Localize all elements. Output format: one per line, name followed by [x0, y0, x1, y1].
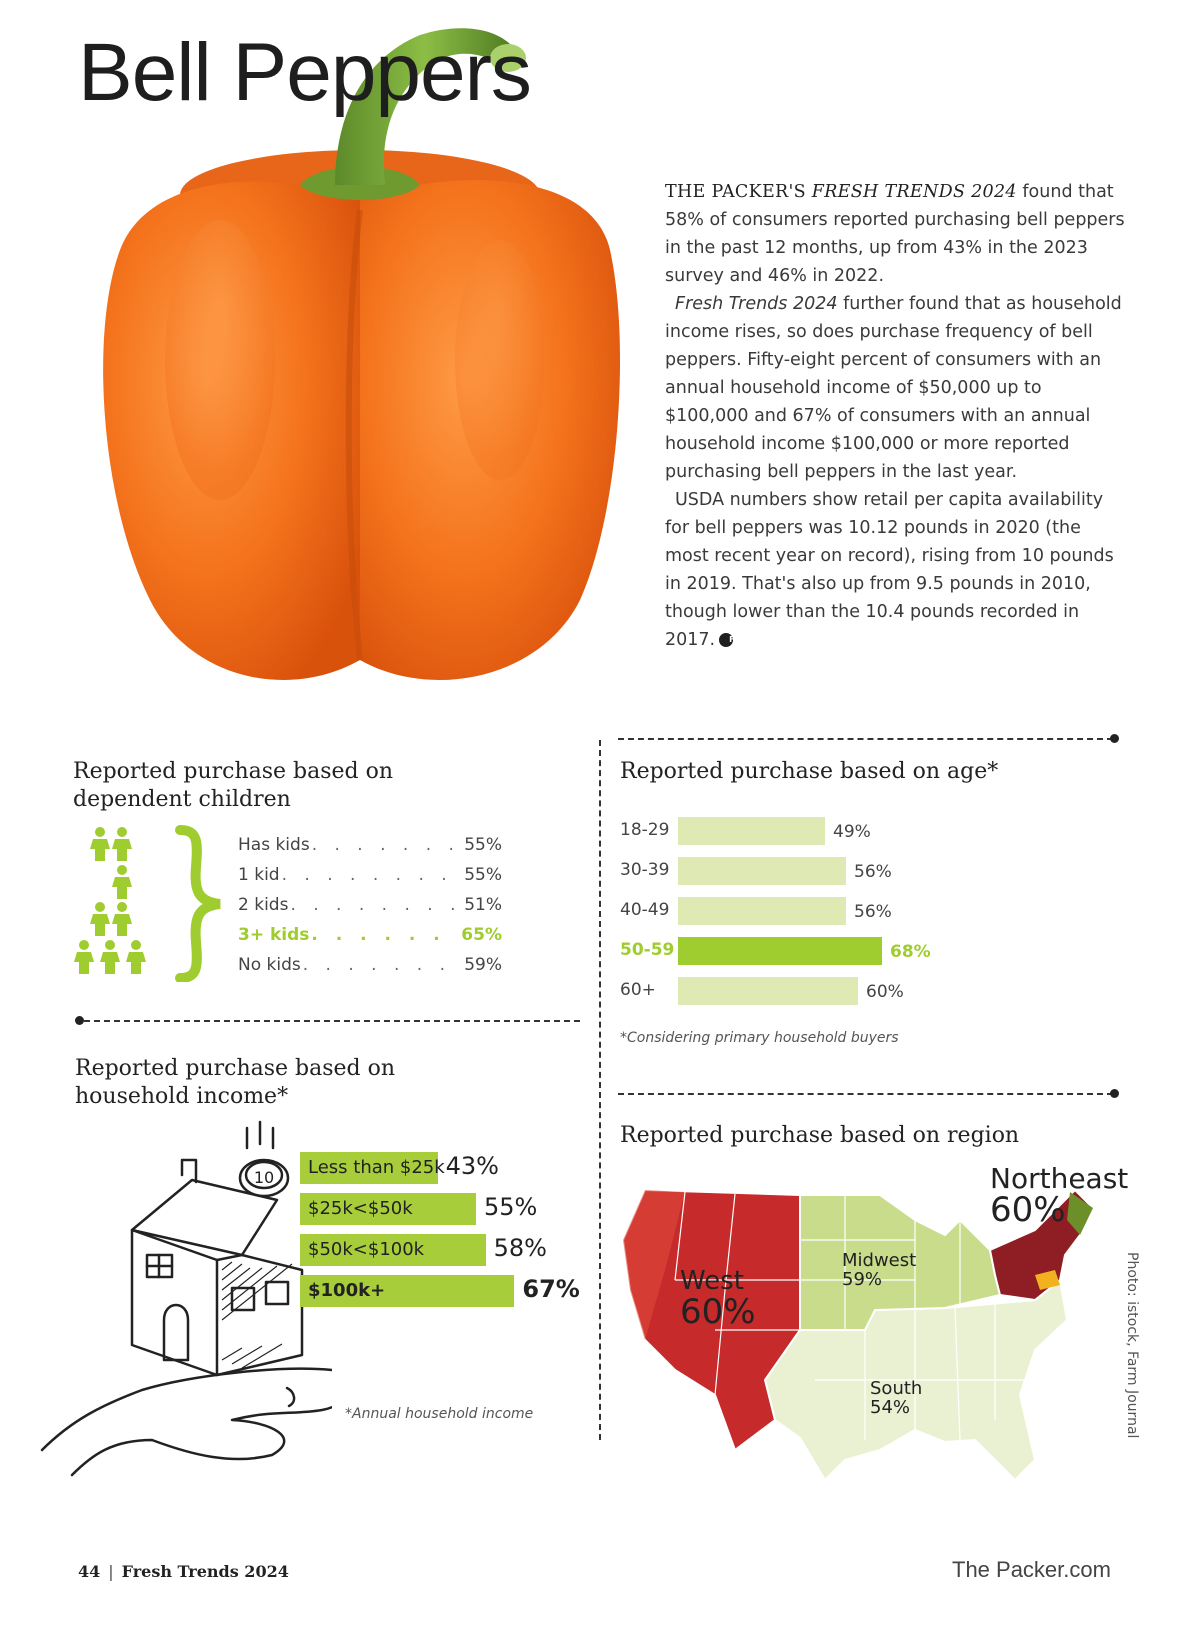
- age-bar: [678, 897, 846, 925]
- region-midwest-value: 59%: [842, 1268, 883, 1290]
- age-bar-value: 68%: [890, 942, 931, 962]
- article-body: THE PACKER'S FRESH TRENDS 2024 found tha…: [665, 178, 1127, 654]
- kids-row-leader: . . . . . . . . . . . . . . . . . . . . …: [302, 955, 462, 975]
- article-p2-report: Fresh Trends 2024: [675, 294, 838, 314]
- us-region-map: [621, 1188, 1095, 1482]
- income-bar: [300, 1152, 438, 1184]
- region-south: South 54%: [870, 1378, 923, 1418]
- photo-credit: Photo: istock, Farm Journal: [1124, 1252, 1140, 1439]
- divider-top-right: [618, 738, 1113, 740]
- article-paragraph-2: Fresh Trends 2024 further found that as …: [665, 290, 1127, 486]
- region-section-title: Reported purchase based on region: [620, 1123, 1020, 1148]
- income-bar-label: Less than $25k: [308, 1157, 445, 1178]
- bell-pepper-image: [103, 28, 620, 680]
- income-section-title: Reported purchase based on household inc…: [75, 1055, 395, 1111]
- age-bar-value: 60%: [866, 982, 904, 1002]
- article-lead-source: THE PACKER'S: [665, 182, 812, 202]
- kids-row-value: 55%: [464, 865, 502, 885]
- kids-row-label: 1 kid: [238, 865, 280, 885]
- income-title-line1: Reported purchase based on: [75, 1056, 396, 1081]
- article-p2-text: further found that as household income r…: [665, 294, 1122, 482]
- age-footnote: *Considering primary household buyers: [620, 1030, 899, 1046]
- kids-row-value: 55%: [464, 835, 502, 855]
- region-northeast-name: Northeast: [990, 1162, 1129, 1195]
- region-west-name: West: [680, 1266, 744, 1296]
- divider-middle-left: [84, 1020, 580, 1022]
- age-bar: [678, 977, 858, 1005]
- kids-figures-icon: [74, 825, 221, 982]
- age-section-title: Reported purchase based on age*: [620, 759, 999, 784]
- age-bar-value: 56%: [854, 862, 892, 882]
- site-name: The Packer.com: [952, 1557, 1111, 1582]
- kids-row-leader: . . . . . . . . . . . . . . . . . . . . …: [311, 835, 463, 855]
- kids-row-label: 2 kids: [238, 895, 289, 915]
- income-footnote: *Annual household income: [345, 1406, 534, 1422]
- coin-label: 10: [254, 1168, 274, 1187]
- income-bar-label: $50k<$100k: [308, 1239, 425, 1260]
- income-bar: [300, 1234, 486, 1266]
- income-bar-value: 55%: [484, 1193, 538, 1221]
- age-bar: [678, 857, 846, 885]
- income-bar-value: 67%: [522, 1275, 580, 1303]
- kids-row-label: Has kids: [238, 835, 310, 855]
- kids-row-leader: . . . . . . . . . . . . . . . . . . . . …: [290, 895, 462, 915]
- kids-row: No kids. . . . . . . . . . . . . . . . .…: [238, 950, 502, 980]
- article-p3-text: USDA numbers show retail per capita avai…: [665, 490, 1114, 650]
- divider-dot: [75, 1016, 84, 1025]
- article-p1-text: found that 58% of consumers reported pur…: [665, 182, 1125, 286]
- footer-left: 44 | Fresh Trends 2024: [78, 1562, 289, 1581]
- age-row-label: 30-39: [620, 860, 670, 880]
- kids-row: 2 kids. . . . . . . . . . . . . . . . . …: [238, 890, 502, 920]
- divider-bottom-right: [618, 1093, 1113, 1095]
- age-bar-value: 49%: [833, 822, 871, 842]
- article-lead-report: FRESH TRENDS 2024: [811, 182, 1017, 202]
- kids-row-label: No kids: [238, 955, 301, 975]
- region-midwest: Midwest 59%: [842, 1250, 917, 1290]
- publication-name: Fresh Trends 2024: [121, 1562, 289, 1581]
- region-midwest-name: Midwest: [842, 1250, 917, 1271]
- age-row-label: 18-29: [620, 820, 670, 840]
- income-bar-label: $100k+: [308, 1280, 386, 1301]
- region-south-name: South: [870, 1378, 923, 1399]
- divider-dot: [1110, 734, 1119, 743]
- region-northeast: Northeast 60%: [990, 1164, 1128, 1229]
- page-number: 44: [78, 1562, 101, 1581]
- ft-badge: FT: [719, 633, 740, 647]
- kids-title-line2: dependent children: [73, 787, 291, 812]
- region-west: West 60%: [680, 1266, 756, 1333]
- kids-row-value: 51%: [464, 895, 502, 915]
- income-bar-value: 58%: [493, 1234, 547, 1262]
- kids-list: Has kids. . . . . . . . . . . . . . . . …: [238, 830, 502, 980]
- article-paragraph-3: USDA numbers show retail per capita avai…: [665, 486, 1127, 654]
- region-west-value: 60%: [680, 1292, 756, 1333]
- age-row-label: 40-49: [620, 900, 670, 920]
- income-bar-label: $25k<$50k: [308, 1198, 413, 1219]
- kids-row: 3+ kids. . . . . . . . . . . . . . . . .…: [238, 920, 502, 950]
- kids-row-leader: . . . . . . . . . . . . . . . . . . . . …: [311, 925, 459, 945]
- age-bar-value: 56%: [854, 902, 892, 922]
- kids-row-value: 59%: [464, 955, 502, 975]
- page-title: Bell Peppers: [78, 27, 532, 118]
- kids-row-value: 65%: [461, 925, 502, 945]
- kids-title-line1: Reported purchase based on: [73, 759, 394, 784]
- kids-row: 1 kid. . . . . . . . . . . . . . . . . .…: [238, 860, 502, 890]
- kids-row-leader: . . . . . . . . . . . . . . . . . . . . …: [281, 865, 463, 885]
- age-bar: [678, 817, 825, 845]
- region-northeast-value: 60%: [990, 1190, 1066, 1231]
- kids-row: Has kids. . . . . . . . . . . . . . . . …: [238, 830, 502, 860]
- age-row-label: 60+: [620, 980, 656, 1000]
- income-bar-value: 43%: [445, 1152, 499, 1180]
- income-bar: [300, 1275, 515, 1307]
- divider-dot: [1110, 1089, 1119, 1098]
- house-in-hand-illustration: 10: [40, 1120, 332, 1477]
- region-south-value: 54%: [870, 1396, 911, 1418]
- income-title-line2: household income*: [75, 1084, 289, 1109]
- kids-row-label: 3+ kids: [238, 925, 310, 945]
- age-row-label: 50-59: [620, 940, 675, 960]
- income-bar: [300, 1193, 476, 1225]
- age-bar: [678, 937, 882, 965]
- kids-section-title: Reported purchase based on dependent chi…: [73, 758, 393, 814]
- vertical-divider: [599, 740, 601, 1440]
- article-paragraph-1: THE PACKER'S FRESH TRENDS 2024 found tha…: [665, 178, 1127, 290]
